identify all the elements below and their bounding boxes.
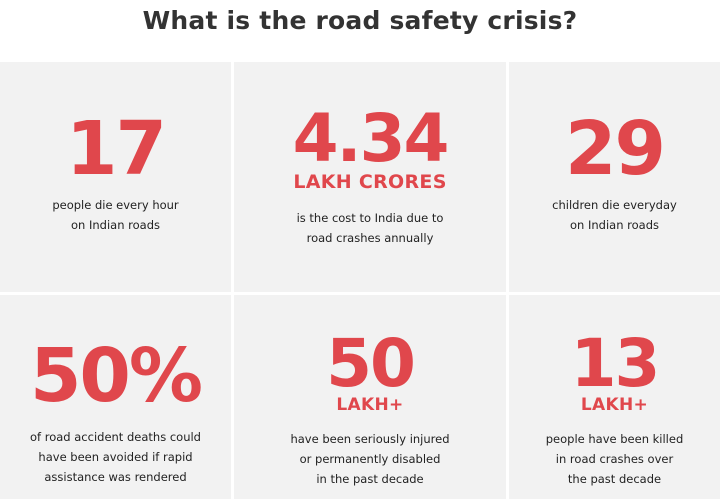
stat-value: 4.34 xyxy=(292,100,450,177)
stat-description: of road accident deaths could have been … xyxy=(0,427,231,487)
stat-description-line: the past decade xyxy=(567,472,662,486)
stat-value: 29 xyxy=(565,106,666,192)
stat-description: people have been killed in road crashes … xyxy=(509,429,720,489)
stat-value: 17 xyxy=(66,106,167,192)
stats-grid: 17 people die every hour on Indian roads… xyxy=(0,62,720,499)
stat-description-line: people have been killed xyxy=(545,432,684,446)
stat-tile-injured: 50 LAKH+ have been seriously injured or … xyxy=(234,295,506,499)
stat-description-line: on Indian roads xyxy=(71,218,160,232)
stat-description: is the cost to India due to road crashes… xyxy=(234,208,506,248)
stat-tile-avoidable-deaths: 50% of road accident deaths could have b… xyxy=(0,295,231,499)
stat-tile-killed: 13 LAKH+ people have been killed in road… xyxy=(509,295,720,499)
stat-description-line: in road crashes over xyxy=(555,452,674,466)
stat-description-line: have been avoided if rapid xyxy=(38,450,193,464)
stat-unit: LAKH+ xyxy=(580,395,649,415)
stat-value: 50% xyxy=(29,333,203,419)
stat-description-line: people die every hour xyxy=(52,198,179,212)
stat-value: 13 xyxy=(570,325,661,402)
stat-description-line: is the cost to India due to xyxy=(296,211,444,225)
stat-description-line: children die everyday xyxy=(552,198,677,212)
stat-description-line: have been seriously injured xyxy=(290,432,450,446)
stat-description: people die every hour on Indian roads xyxy=(0,195,231,235)
stat-description-line: of road accident deaths could xyxy=(30,430,201,444)
stat-description-line: or permanently disabled xyxy=(299,452,441,466)
stat-unit: LAKH CRORES xyxy=(293,171,447,193)
page-title: What is the road safety crisis? xyxy=(142,6,578,35)
stat-description-line: on Indian roads xyxy=(570,218,659,232)
stat-description-line: assistance was rendered xyxy=(44,470,187,484)
stat-description-line: in the past decade xyxy=(316,472,424,486)
stat-tile-deaths-per-hour: 17 people die every hour on Indian roads xyxy=(0,62,231,292)
stat-tile-children-deaths: 29 children die everyday on Indian roads xyxy=(509,62,720,292)
stat-description-line: road crashes annually xyxy=(306,231,434,245)
stat-tile-annual-cost: 4.34 LAKH CRORES is the cost to India du… xyxy=(234,62,506,292)
stat-value: 50 xyxy=(326,325,416,402)
stat-description: have been seriously injured or permanent… xyxy=(234,429,506,489)
stat-description: children die everyday on Indian roads xyxy=(509,195,720,235)
stat-unit: LAKH+ xyxy=(336,395,404,415)
